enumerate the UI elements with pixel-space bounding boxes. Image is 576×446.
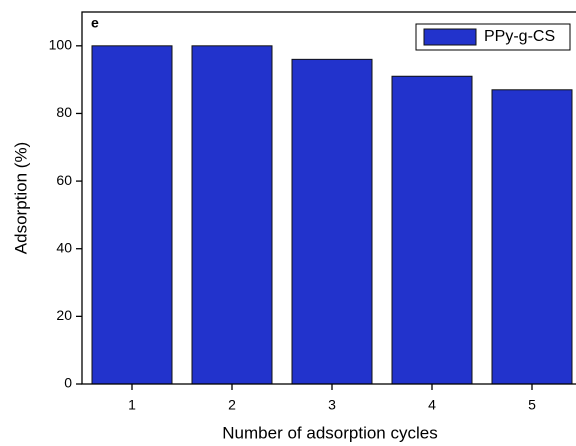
bar [191,45,273,385]
x-tick-label: 4 [428,397,436,413]
panel-label: e [91,15,99,31]
y-tick-label: 40 [56,239,72,255]
y-tick-label: 80 [56,104,72,120]
x-tick-label: 3 [328,397,336,413]
x-axis-title: Number of adsorption cycles [222,423,437,442]
bar [291,58,373,385]
bar [391,75,473,385]
bar [91,45,173,385]
bar [491,89,573,385]
x-tick-label: 5 [528,397,536,413]
legend-swatch [423,28,477,46]
y-tick-label: 60 [56,172,72,188]
y-tick-label: 20 [56,307,72,323]
y-tick-label: 100 [49,37,73,53]
x-tick-label: 2 [228,397,236,413]
x-tick-label: 1 [128,397,136,413]
y-axis-title: Adsorption (%) [11,142,30,254]
legend-label: PPy-g-CS [484,28,555,45]
y-tick-label: 0 [64,375,72,391]
